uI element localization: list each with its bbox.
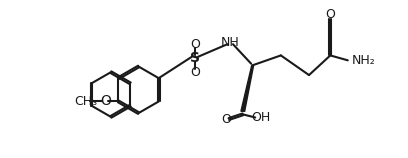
Text: CH₃: CH₃ — [74, 95, 98, 108]
Text: O: O — [190, 38, 200, 51]
Text: O: O — [221, 112, 231, 125]
Text: O: O — [100, 94, 111, 108]
Text: NH₂: NH₂ — [352, 54, 376, 67]
Text: S: S — [190, 51, 200, 65]
Text: OH: OH — [251, 111, 270, 124]
Text: NH: NH — [220, 36, 239, 49]
Polygon shape — [241, 65, 254, 111]
Text: O: O — [190, 66, 200, 79]
Text: O: O — [325, 8, 335, 21]
